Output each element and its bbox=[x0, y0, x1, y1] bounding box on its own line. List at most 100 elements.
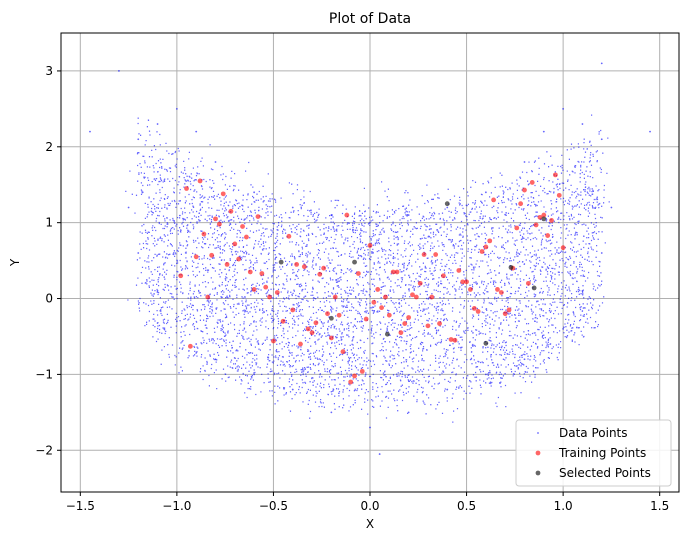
training-point bbox=[464, 279, 469, 285]
training-point bbox=[259, 271, 265, 276]
training-point bbox=[213, 216, 218, 222]
training-point bbox=[178, 273, 184, 279]
training-point bbox=[406, 315, 412, 320]
training-point bbox=[537, 214, 543, 220]
y-tick-label: 1 bbox=[45, 216, 53, 230]
training-point bbox=[247, 269, 253, 275]
selected-point bbox=[352, 259, 357, 265]
training-point bbox=[340, 349, 346, 355]
y-tick-label: −2 bbox=[35, 443, 53, 457]
training-point bbox=[452, 337, 458, 343]
selected-point bbox=[384, 331, 390, 337]
training-point bbox=[352, 373, 357, 379]
training-point bbox=[460, 279, 466, 285]
y-tick-label: −1 bbox=[35, 367, 53, 381]
training-point bbox=[475, 309, 481, 314]
training-point bbox=[560, 245, 566, 251]
selected-point bbox=[444, 201, 450, 207]
legend-label: Selected Points bbox=[559, 466, 651, 480]
selected-point bbox=[531, 285, 537, 291]
selected-point bbox=[541, 216, 547, 222]
training-point bbox=[328, 335, 334, 341]
data-point bbox=[253, 373, 256, 376]
x-tick-label: 1.0 bbox=[554, 499, 573, 513]
legend-marker bbox=[535, 450, 541, 456]
training-point bbox=[356, 271, 361, 276]
training-point bbox=[498, 290, 504, 295]
training-point bbox=[280, 318, 286, 324]
training-point bbox=[417, 280, 423, 286]
training-point bbox=[506, 307, 512, 313]
y-tick-label: 0 bbox=[45, 292, 53, 306]
training-point bbox=[187, 343, 193, 349]
selected-point bbox=[328, 315, 334, 321]
training-point bbox=[421, 252, 427, 257]
training-point bbox=[437, 321, 442, 326]
training-point bbox=[471, 306, 477, 311]
training-point bbox=[309, 330, 315, 336]
training-point bbox=[240, 224, 245, 229]
legend-label: Training Points bbox=[558, 446, 646, 460]
data-point bbox=[562, 327, 565, 330]
training-point bbox=[483, 244, 489, 250]
training-point bbox=[197, 178, 203, 184]
training-point bbox=[344, 212, 350, 218]
x-tick-label: −0.5 bbox=[259, 499, 288, 513]
selected-points-layer bbox=[278, 201, 547, 346]
training-point bbox=[383, 294, 388, 300]
data-point bbox=[330, 214, 333, 216]
data-point bbox=[649, 130, 651, 133]
data-point bbox=[407, 214, 410, 216]
training-point bbox=[410, 292, 415, 298]
training-point bbox=[290, 307, 296, 313]
training-point bbox=[298, 341, 303, 347]
data-point bbox=[600, 252, 603, 254]
training-point bbox=[267, 294, 272, 300]
training-point bbox=[456, 268, 462, 273]
selected-point bbox=[508, 265, 514, 270]
x-axis-label: X bbox=[366, 517, 374, 531]
training-point bbox=[228, 208, 234, 214]
training-point bbox=[425, 323, 431, 329]
training-point bbox=[502, 311, 508, 317]
data-point bbox=[484, 191, 487, 194]
x-tick-label: 0.0 bbox=[360, 499, 379, 513]
data-point bbox=[369, 426, 371, 429]
chart-title: Plot of Data bbox=[329, 11, 411, 27]
data-point bbox=[407, 411, 410, 414]
training-point bbox=[244, 234, 249, 240]
data-point bbox=[581, 123, 584, 125]
data-point bbox=[600, 138, 603, 141]
training-point bbox=[429, 294, 435, 300]
training-point bbox=[263, 284, 269, 290]
training-point bbox=[232, 241, 238, 247]
data-point bbox=[369, 221, 371, 224]
training-point bbox=[522, 187, 527, 193]
data-point bbox=[542, 130, 545, 133]
training-point bbox=[487, 238, 493, 244]
training-point bbox=[529, 180, 535, 185]
x-tick-label: −1.5 bbox=[66, 499, 95, 513]
training-point bbox=[286, 233, 292, 239]
data-point bbox=[214, 358, 217, 361]
data-point bbox=[127, 206, 130, 209]
training-point bbox=[193, 254, 199, 260]
y-tick-label: 3 bbox=[45, 64, 53, 78]
training-point bbox=[363, 316, 369, 322]
training-point bbox=[348, 379, 354, 385]
data-point bbox=[523, 358, 526, 361]
training-point bbox=[209, 252, 215, 258]
legend-marker bbox=[537, 432, 539, 434]
x-tick-label: −1.0 bbox=[162, 499, 191, 513]
data-point bbox=[118, 70, 120, 72]
data-point bbox=[446, 388, 449, 391]
training-point bbox=[220, 191, 226, 197]
training-points-layer bbox=[178, 172, 566, 385]
training-point bbox=[448, 337, 454, 342]
data-point bbox=[175, 107, 178, 110]
training-point bbox=[294, 261, 300, 267]
legend-marker bbox=[535, 470, 541, 476]
training-point bbox=[375, 287, 381, 292]
data-points-layer bbox=[89, 62, 651, 455]
